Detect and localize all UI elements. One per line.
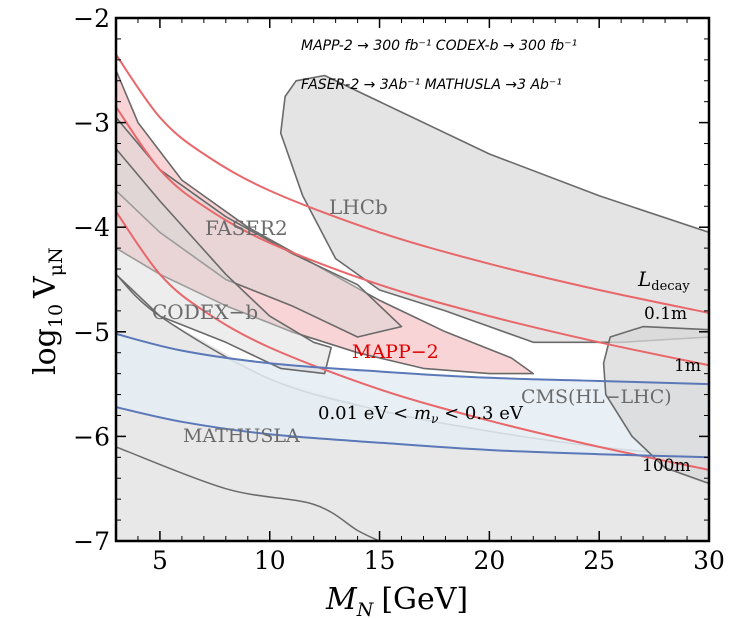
y-title-sub2: μN <box>45 247 67 276</box>
plot-area <box>116 54 709 541</box>
exclusion-regions <box>116 69 709 541</box>
seesaw-line-lower-seesaw <box>116 406 709 459</box>
x-tick-label: 10 <box>254 546 286 575</box>
neutrino-mass-band <box>116 333 709 458</box>
x-tick-label: 15 <box>364 546 396 575</box>
region-codex-b <box>116 148 332 375</box>
y-title-main: log <box>28 328 63 375</box>
x-title-unit: [GeV] <box>381 582 468 617</box>
mnu-sub: ν <box>431 412 438 426</box>
label-100m: 100m <box>642 456 691 476</box>
y-tick-label: −7 <box>73 527 110 556</box>
label-1m: 1m <box>674 356 701 376</box>
mnu-var: m <box>414 403 431 424</box>
decay-line-1m <box>116 106 709 367</box>
x-tick-label: 5 <box>152 546 168 575</box>
y-title-sub1: 10 <box>45 304 67 328</box>
x-axis-title: MN [GeV] <box>325 582 468 619</box>
region-cms-hl-lhc <box>602 325 709 485</box>
y-tick-label: −5 <box>73 318 110 347</box>
reference-lines <box>116 54 709 471</box>
y-axis-title: log10 VμN <box>28 247 67 375</box>
y-tick-label: −4 <box>73 213 110 242</box>
note-line-1: MAPP-2 → 300 fb⁻¹ CODEX-b → 300 fb⁻¹ <box>301 38 577 54</box>
note-line-2: FASER-2 → 3Ab⁻¹ MATHUSLA →3 Ab⁻¹ <box>301 77 562 93</box>
region-edge-mathusla-lower <box>116 446 380 541</box>
label-cms: CMS(HL−LHC) <box>521 386 672 408</box>
mnu-left: 0.01 eV < <box>318 403 414 424</box>
x-tick-label: 25 <box>583 546 615 575</box>
label-codexb: CODEX−b <box>152 300 258 324</box>
label-mapp2: MAPP−2 <box>352 341 439 363</box>
y-title-var: V <box>28 275 63 299</box>
label-ldecay: Ldecay <box>637 267 690 294</box>
x-tick-label: 20 <box>473 546 505 575</box>
region-mapp-2 <box>116 69 535 375</box>
region-lhcb <box>279 74 709 344</box>
decay-line-100m <box>116 210 709 471</box>
axis-ticks: 5 10 15 20 25 30 −7 −6 −5 −4 −3 −2 <box>73 4 725 575</box>
x-title-main: M <box>325 582 358 617</box>
region-mathusla <box>116 274 709 541</box>
plot-frame <box>114 16 711 543</box>
x-title-sub: N <box>356 599 375 619</box>
label-neutrino-mass: 0.01 eV < mν < 0.3 eV <box>318 403 524 426</box>
x-tick-label: 30 <box>693 546 725 575</box>
label-0-1m: 0.1m <box>644 304 687 324</box>
ldecay-sub: decay <box>651 279 690 294</box>
label-mathusla: MATHUSLA <box>183 425 300 447</box>
label-lhcb: LHCb <box>329 195 388 219</box>
region-faser2 <box>116 116 403 338</box>
y-tick-label: −3 <box>73 109 110 138</box>
seesaw-line-upper-seesaw <box>116 332 709 386</box>
y-tick-label: −6 <box>73 422 110 451</box>
y-tick-label: −2 <box>73 4 110 33</box>
mnu-right: < 0.3 eV <box>438 403 524 424</box>
decay-line-0-1m <box>116 54 709 314</box>
label-faser2: FASER2 <box>205 216 288 240</box>
ldecay-main: L <box>637 267 651 291</box>
